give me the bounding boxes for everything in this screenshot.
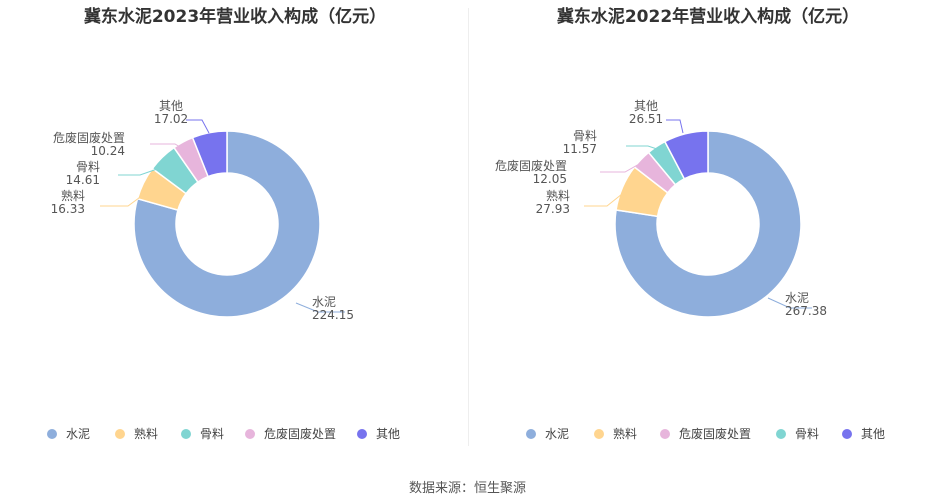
- slice-label-value: 10.24: [91, 144, 125, 158]
- legend-marker: [526, 429, 536, 439]
- callout-line: [150, 143, 186, 151]
- chart-title: 冀东水泥2023年营业收入构成（亿元）: [84, 6, 386, 27]
- slice-label-value: 27.93: [536, 202, 570, 216]
- slice-label-name: 水泥: [312, 295, 336, 309]
- slice-label-name: 危废固废处置: [495, 158, 567, 173]
- donut-chart-2: 冀东水泥2022年营业收入构成（亿元）水泥267.38水泥熟料27.93熟料危废…: [495, 6, 885, 441]
- donut-slice: [663, 130, 709, 180]
- callout-line: [295, 302, 345, 313]
- legend-marker: [115, 429, 125, 439]
- legend-marker: [357, 429, 367, 439]
- legend-label: 水泥: [66, 427, 90, 441]
- donut-chart-1: 冀东水泥2023年营业收入构成（亿元）水泥224.15水泥熟料16.33熟料骨料…: [47, 6, 400, 441]
- legend-label: 水泥: [545, 427, 569, 441]
- slice-label-value: 12.05: [533, 172, 567, 186]
- slice-label-value: 16.33: [51, 202, 85, 216]
- slice-label-name: 骨料: [76, 160, 100, 174]
- donut-slice: [191, 130, 228, 178]
- legend-marker: [594, 429, 604, 439]
- legend-marker: [47, 429, 57, 439]
- slice-label-name: 骨料: [573, 129, 597, 143]
- callout-line: [118, 167, 161, 176]
- legend-label: 危废固废处置: [679, 426, 751, 441]
- legend-marker: [776, 429, 786, 439]
- callout-line: [100, 194, 144, 207]
- legend-label: 危废固废处置: [264, 426, 336, 441]
- callout-line: [666, 119, 684, 134]
- slice-label-value: 17.02: [154, 112, 188, 126]
- legend-marker: [245, 429, 255, 439]
- callout-line: [767, 297, 812, 309]
- legend-label: 其他: [376, 427, 400, 441]
- slice-label-name: 水泥: [785, 291, 809, 305]
- donut-slice: [133, 130, 321, 318]
- slice-label-name: 其他: [634, 99, 658, 113]
- legend-marker: [842, 429, 852, 439]
- slice-label-value: 224.15: [312, 308, 354, 322]
- donut-slice: [614, 130, 802, 318]
- data-source: 数据来源：恒生聚源: [408, 481, 526, 496]
- legend-marker: [660, 429, 670, 439]
- panel-divider: [468, 8, 469, 446]
- legend-label: 骨料: [795, 427, 819, 441]
- chart-title: 冀东水泥2022年营业收入构成（亿元）: [557, 6, 859, 27]
- callout-line: [186, 119, 210, 134]
- slice-label-name: 其他: [159, 99, 183, 113]
- callout-line: [600, 162, 642, 173]
- slice-label-name: 熟料: [61, 188, 85, 203]
- slice-label-name: 危废固废处置: [53, 130, 125, 145]
- slice-label-name: 熟料: [546, 188, 570, 203]
- slice-label-value: 14.61: [66, 173, 100, 187]
- callout-line: [584, 193, 623, 207]
- legend-label: 骨料: [200, 427, 224, 441]
- slice-label-value: 11.57: [563, 142, 597, 156]
- slice-label-value: 267.38: [785, 304, 827, 318]
- legend-label: 熟料: [613, 426, 637, 441]
- legend-label: 熟料: [134, 426, 158, 441]
- legend-label: 其他: [861, 427, 885, 441]
- callout-line: [626, 145, 658, 150]
- slice-label-value: 26.51: [629, 112, 663, 126]
- legend-marker: [181, 429, 191, 439]
